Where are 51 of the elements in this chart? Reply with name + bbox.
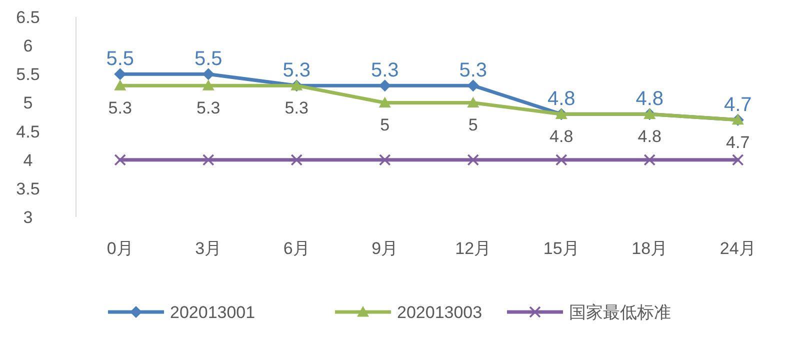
y-tick-label: 4 — [23, 150, 33, 170]
y-tick-label: 6 — [23, 36, 33, 56]
y-tick-label: 3.5 — [16, 179, 40, 198]
data-label: 5.3 — [370, 60, 399, 82]
y-tick-label: 5 — [23, 94, 33, 113]
x-tick-label: 12月 — [455, 239, 492, 258]
data-label: 5.3 — [108, 98, 132, 118]
point — [467, 96, 480, 108]
data-label: 4.7 — [726, 132, 750, 152]
x-tick-label: 18月 — [632, 239, 668, 258]
x-tick-label: 9月 — [372, 239, 398, 258]
point — [467, 80, 480, 92]
y-tick-label: 3 — [23, 208, 33, 227]
data-label: 5.5 — [194, 48, 222, 70]
point — [202, 154, 214, 166]
data-label: 5.3 — [459, 60, 488, 82]
data-label: 4.8 — [550, 127, 574, 146]
y-tick-label: 5.5 — [16, 65, 40, 84]
y-tick-label: 4.5 — [16, 122, 40, 142]
data-label: 5 — [468, 116, 478, 135]
point — [114, 68, 126, 80]
data-label: 5.3 — [284, 98, 308, 118]
point — [290, 154, 303, 166]
point — [202, 68, 214, 80]
data-label: 4.7 — [724, 94, 752, 116]
data-label: 4.8 — [547, 88, 576, 110]
data-label: 5.5 — [106, 48, 134, 70]
x-tick-label: 6月 — [283, 239, 310, 258]
point — [378, 154, 391, 166]
point — [467, 154, 480, 166]
point — [644, 154, 656, 166]
point — [114, 154, 126, 166]
data-label: 4.8 — [638, 127, 662, 146]
x-tick-label: 15月 — [543, 239, 580, 258]
legend-label: 202013003 — [397, 303, 482, 322]
data-label: 5.3 — [282, 60, 311, 82]
legend-label: 202013001 — [170, 303, 256, 322]
point — [378, 80, 391, 92]
y-tick-label: 6.5 — [16, 8, 40, 27]
x-tick-label: 3月 — [195, 239, 222, 258]
legend-label: 国家最低标准 — [569, 303, 671, 322]
point — [114, 80, 126, 90]
point — [555, 154, 568, 166]
point — [732, 154, 744, 166]
point — [202, 80, 214, 90]
point — [378, 96, 391, 108]
data-label: 5.3 — [196, 98, 220, 118]
x-tick-label: 0月 — [106, 239, 134, 258]
x-tick-label: 24月 — [720, 239, 756, 258]
data-label: 5 — [380, 116, 390, 135]
data-label: 4.8 — [636, 88, 664, 110]
